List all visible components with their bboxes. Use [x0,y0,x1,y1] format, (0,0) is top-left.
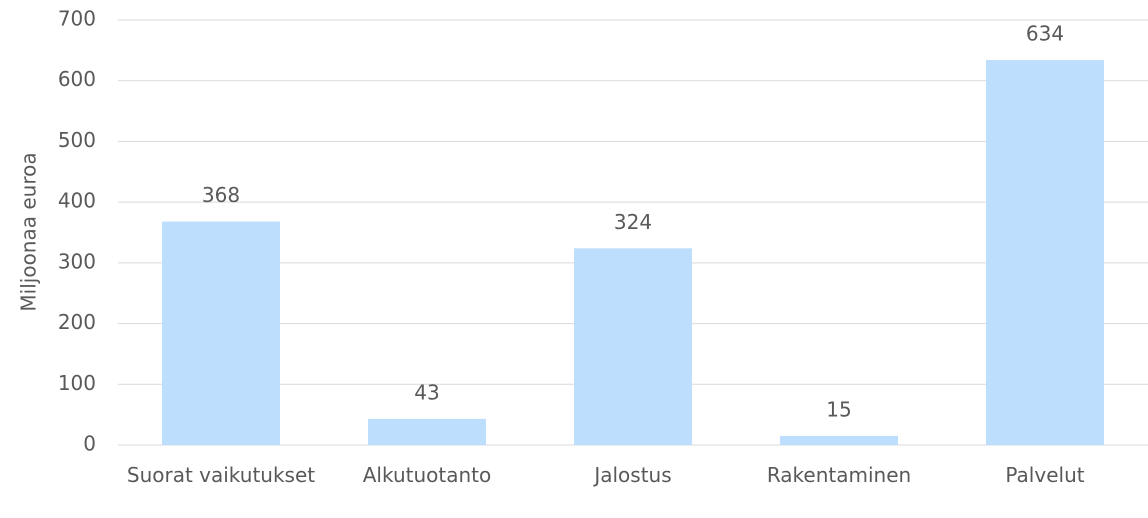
y-tick-label: 400 [58,189,96,213]
y-tick-label: 300 [58,249,96,273]
data-label: 324 [614,210,652,234]
x-tick-label: Rakentaminen [766,463,912,487]
y-tick-label: 500 [58,128,96,152]
y-tick-label: 100 [58,371,96,395]
y-tick-label: 600 [58,67,96,91]
x-tick-label: Alkutuotanto [362,463,492,487]
bar [780,435,898,445]
x-tick-label: Jalostus [594,463,672,487]
y-tick-label: 200 [58,310,96,334]
bar [986,60,1104,445]
bar [368,418,486,445]
data-label: 43 [414,380,439,404]
x-tick-label: Suorat vaikutukset [126,463,316,487]
data-label: 634 [1026,22,1064,46]
data-label: 368 [202,183,240,207]
y-axis-label: Miljoonaa euroa [17,152,41,311]
data-label: 15 [826,397,851,421]
bar [162,221,280,445]
y-tick-label: 700 [58,7,96,31]
x-tick-label: Palvelut [1005,463,1085,487]
bar [574,248,692,445]
y-tick-label: 0 [83,432,96,456]
